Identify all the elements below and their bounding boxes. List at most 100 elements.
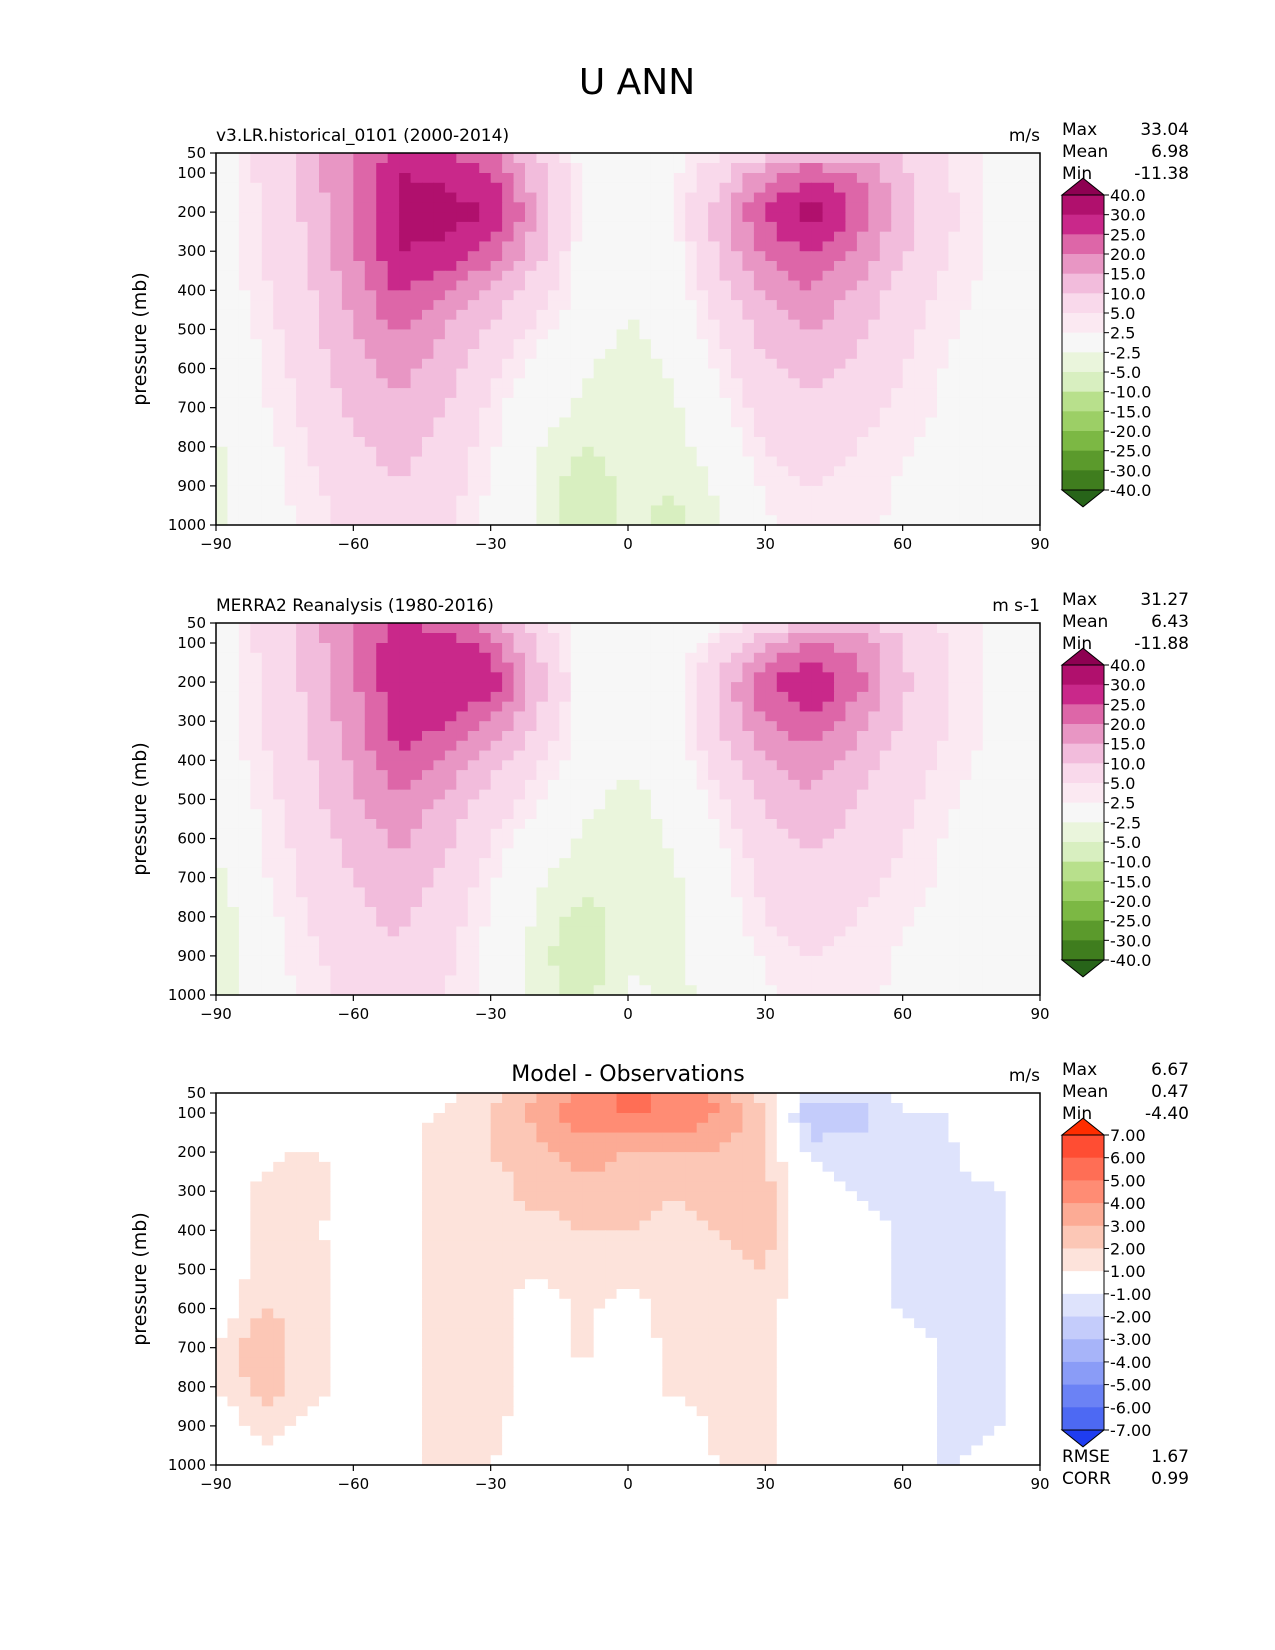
heat-cell xyxy=(399,427,412,438)
heat-cell xyxy=(891,466,904,477)
heat-cell xyxy=(708,397,721,409)
heat-cell xyxy=(433,173,446,184)
heat-cell xyxy=(513,221,526,233)
heat-cell xyxy=(914,515,927,526)
heat-cell xyxy=(811,437,824,448)
heat-cell xyxy=(525,202,538,213)
heat-cell xyxy=(650,163,663,174)
heat-cell xyxy=(387,192,400,203)
heat-cell xyxy=(513,397,526,409)
heat-cell xyxy=(845,476,858,487)
heat-cell xyxy=(502,887,515,898)
heat-cell xyxy=(879,417,892,428)
heat-cell xyxy=(765,633,778,644)
heat-cell xyxy=(879,456,892,467)
heat-cell xyxy=(834,799,847,810)
heat-cell xyxy=(341,407,354,419)
heat-cell xyxy=(822,358,835,370)
heat-cell xyxy=(238,907,251,918)
heat-cell xyxy=(433,182,446,194)
heat-cell xyxy=(490,515,503,526)
heat-cell xyxy=(547,319,560,331)
heat-cell xyxy=(364,848,377,859)
heat-cell xyxy=(822,388,835,399)
heat-cell xyxy=(490,397,503,409)
heat-cell xyxy=(902,349,915,360)
heat-cell xyxy=(639,388,652,399)
heat-cell xyxy=(948,358,961,370)
heat-cell xyxy=(628,397,641,409)
heat-cell xyxy=(582,515,595,526)
heat-cell xyxy=(296,241,309,252)
heat-cell xyxy=(227,887,240,898)
heat-cell xyxy=(673,407,686,419)
heat-cell xyxy=(822,721,835,732)
heat-cell xyxy=(490,770,503,781)
heat-cell xyxy=(525,809,538,820)
heat-cell xyxy=(902,858,915,869)
heat-cell xyxy=(868,789,881,801)
heat-cell xyxy=(319,711,332,722)
heat-cell xyxy=(788,309,801,321)
heat-cell xyxy=(387,740,400,752)
heat-cell xyxy=(822,339,835,350)
heat-cell xyxy=(788,388,801,399)
heat-cell xyxy=(433,231,446,243)
heat-cell xyxy=(433,212,446,223)
heat-cell xyxy=(879,231,892,243)
heat-cell xyxy=(559,770,572,781)
heat-cell xyxy=(765,446,778,458)
heat-cell xyxy=(650,897,663,908)
heat-cell xyxy=(776,212,789,223)
heat-cell xyxy=(559,867,572,879)
heat-cell xyxy=(467,417,480,428)
heat-cell xyxy=(593,202,606,213)
heat-cell xyxy=(422,633,435,644)
heat-cell xyxy=(628,417,641,428)
heat-cell xyxy=(456,721,469,732)
heat-cell xyxy=(490,261,503,272)
heat-cell xyxy=(879,799,892,810)
heat-cell xyxy=(753,701,766,713)
heat-cell xyxy=(868,838,881,849)
heat-cell xyxy=(593,466,606,477)
heat-cell xyxy=(845,231,858,243)
heat-cell xyxy=(742,358,755,370)
heat-cell xyxy=(834,182,847,194)
heat-cell xyxy=(582,799,595,810)
heat-cell xyxy=(879,701,892,713)
heat-cell xyxy=(731,819,744,830)
heat-cell xyxy=(811,623,824,634)
heat-cell xyxy=(238,261,251,272)
heat-cell xyxy=(593,731,606,742)
heat-cell xyxy=(1005,682,1018,693)
heat-cell xyxy=(879,251,892,262)
heat-cell xyxy=(444,887,457,898)
heat-cell xyxy=(353,485,366,497)
heat-cell xyxy=(616,858,629,869)
heat-cell xyxy=(582,897,595,908)
heat-cell xyxy=(925,192,938,203)
heat-cell xyxy=(753,799,766,810)
heat-cell xyxy=(513,495,526,507)
heat-cell xyxy=(444,280,457,291)
heat-cell xyxy=(467,682,480,693)
heat-cell xyxy=(261,300,274,311)
heat-cell xyxy=(547,231,560,243)
heat-cell xyxy=(673,163,686,174)
heat-cell xyxy=(605,877,618,889)
heat-cell xyxy=(582,241,595,252)
heat-cell xyxy=(284,368,297,379)
heat-cell xyxy=(216,368,229,379)
heat-cell xyxy=(959,887,972,898)
heat-cell xyxy=(319,779,332,791)
heat-cell xyxy=(1005,867,1018,879)
heat-cell xyxy=(868,770,881,781)
heat-cell xyxy=(845,427,858,438)
heat-cell xyxy=(376,907,389,918)
heat-cell xyxy=(628,349,641,360)
heat-cell xyxy=(1005,456,1018,467)
heat-cell xyxy=(799,505,812,516)
heat-cell xyxy=(284,643,297,654)
heat-cell xyxy=(856,819,869,830)
